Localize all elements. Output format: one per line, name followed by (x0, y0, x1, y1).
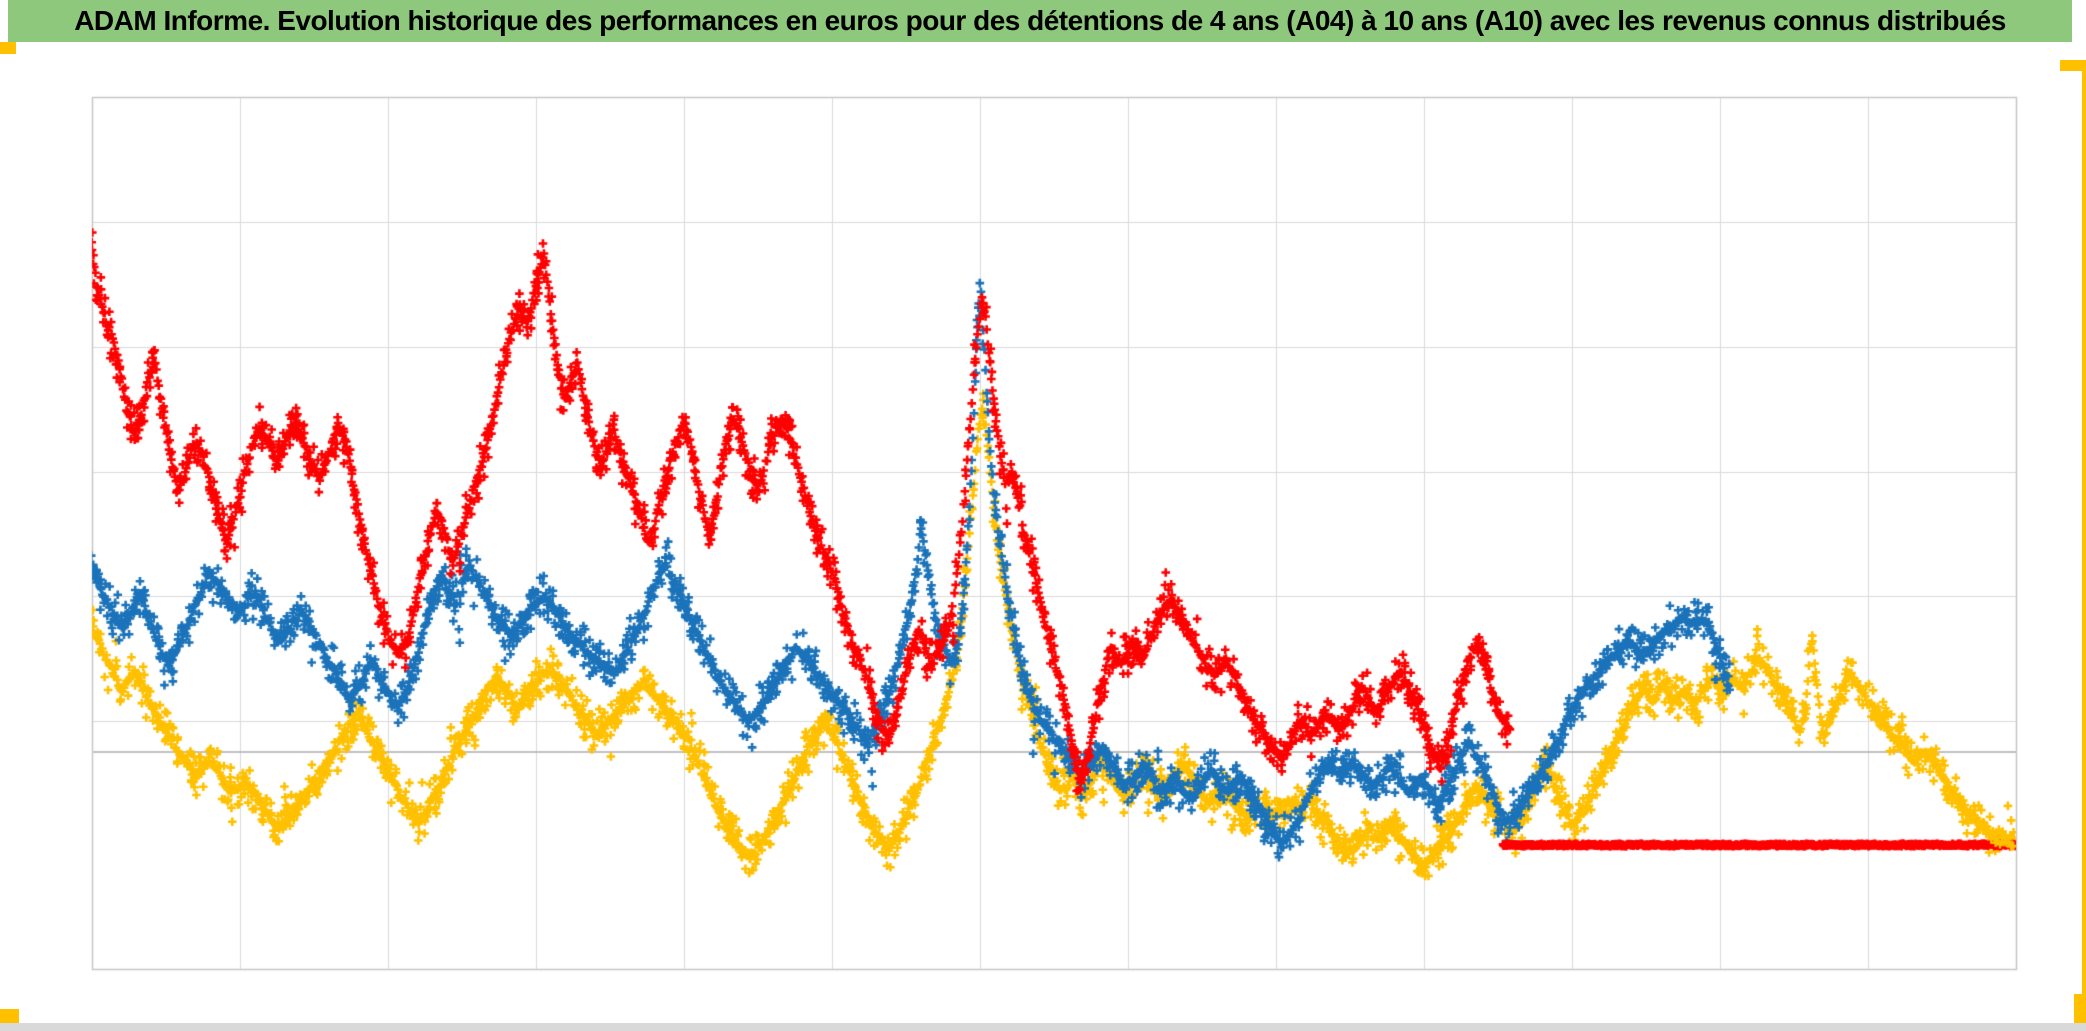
scatter-chart-canvas (0, 42, 2086, 1024)
scatter-chart[interactable] (0, 42, 2086, 1024)
gold-corner-accent-bottom-left (0, 1009, 19, 1024)
gold-corner-accent-top-left (0, 42, 16, 54)
title-bar: ADAM Informe. Evolution historique des p… (8, 0, 2072, 42)
gold-corner-accent-top-right (2060, 60, 2086, 71)
page-title: ADAM Informe. Evolution historique des p… (74, 5, 2006, 36)
gold-right-edge-strip (2082, 64, 2086, 994)
gold-corner-accent-bottom-right (2074, 994, 2086, 1024)
bottom-gray-bar (0, 1023, 2086, 1031)
